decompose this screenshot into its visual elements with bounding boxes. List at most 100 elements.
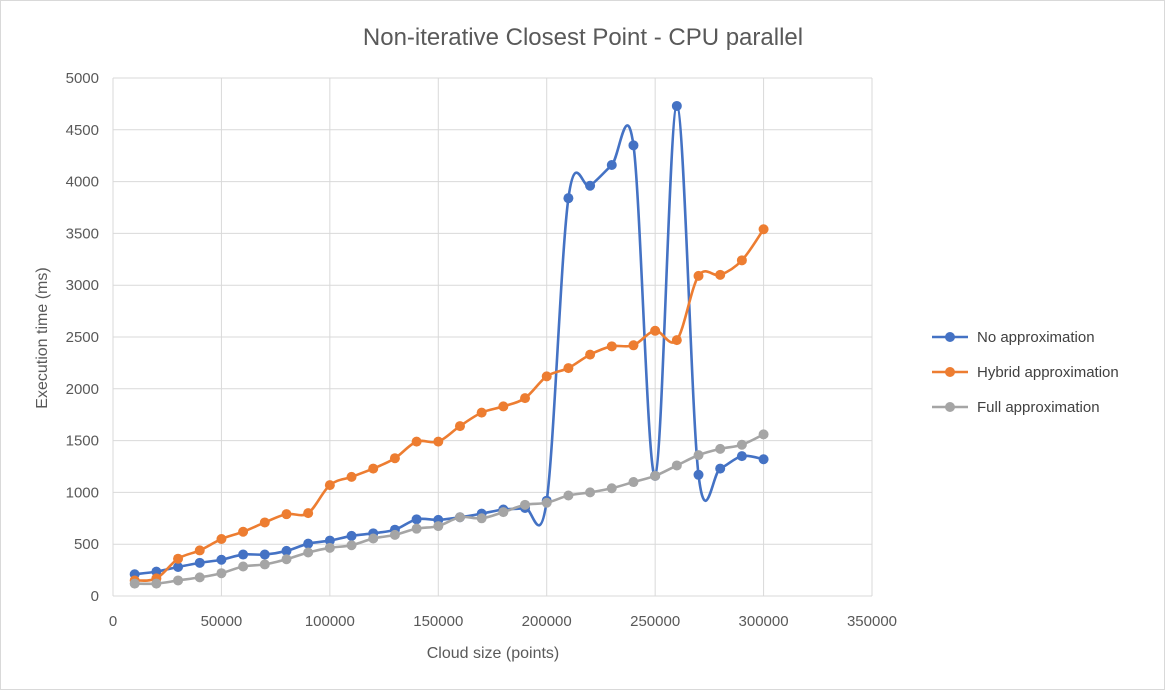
x-axis-ticks: 0 50000 100000 150000 200000 250000 300000 3500… [109, 613, 897, 630]
x-tick-label: 200000 [522, 613, 572, 630]
y-tick-label: 1000 [66, 484, 99, 501]
data-point [194, 557, 205, 568]
y-axis-label: Execution time (ms) [34, 267, 51, 408]
legend: No approximation Hybrid approximation Full… [932, 329, 1119, 416]
data-point [281, 509, 292, 520]
data-point [476, 407, 487, 418]
data-point [541, 371, 552, 382]
y-tick-label: 4000 [66, 174, 99, 191]
data-point [324, 480, 335, 491]
data-point [693, 469, 704, 480]
data-point [563, 363, 574, 374]
x-tick-label: 50000 [201, 613, 243, 630]
y-tick-label: 2000 [66, 381, 99, 398]
legend-label: Full approximation [977, 399, 1100, 416]
series-group [129, 100, 769, 589]
data-point [736, 255, 747, 266]
legend-item: Hybrid approximation [932, 364, 1119, 381]
y-tick-label: 2500 [66, 329, 99, 346]
data-point [758, 429, 769, 440]
data-point [303, 547, 314, 558]
x-axis-label: Cloud size (points) [427, 645, 560, 662]
data-point [758, 454, 769, 465]
data-point [173, 553, 184, 564]
data-point [411, 436, 422, 447]
y-tick-label: 3500 [66, 225, 99, 242]
data-point [281, 554, 292, 565]
data-point [259, 517, 270, 528]
y-tick-label: 5000 [66, 70, 99, 87]
x-tick-label: 100000 [305, 613, 355, 630]
data-point [563, 193, 574, 204]
data-point [476, 513, 487, 524]
data-point [520, 499, 531, 510]
data-point [346, 530, 357, 541]
data-point [454, 421, 465, 432]
data-point [606, 160, 617, 171]
data-point [411, 523, 422, 534]
data-point [368, 533, 379, 544]
data-point [368, 463, 379, 474]
legend-marker [945, 402, 955, 412]
data-point [129, 578, 140, 589]
legend-item: Full approximation [932, 399, 1100, 416]
data-point [693, 270, 704, 281]
data-point [173, 561, 184, 572]
x-tick-label: 250000 [630, 613, 680, 630]
y-tick-label: 500 [74, 536, 99, 553]
legend-label: No approximation [977, 329, 1095, 346]
data-point [303, 508, 314, 519]
legend-item: No approximation [932, 329, 1095, 346]
series-line [134, 433, 765, 586]
data-point [715, 463, 726, 474]
data-point [194, 545, 205, 556]
data-point [563, 490, 574, 501]
data-point [303, 538, 314, 549]
data-point [671, 100, 682, 111]
data-point [628, 340, 639, 351]
data-point [585, 349, 596, 360]
data-point [411, 514, 422, 525]
data-point [454, 512, 465, 523]
data-point [216, 534, 227, 545]
data-point [671, 335, 682, 346]
y-tick-label: 4500 [66, 122, 99, 139]
data-point [281, 545, 292, 556]
data-point [498, 401, 509, 412]
data-point [715, 443, 726, 454]
chart-title: Non-iterative Closest Point - CPU parall… [363, 24, 803, 51]
x-tick-label: 0 [109, 613, 117, 630]
data-point [389, 529, 400, 540]
data-point [389, 453, 400, 464]
data-point [498, 507, 509, 518]
data-point [433, 436, 444, 447]
data-point [346, 471, 357, 482]
y-axis-ticks: 0 500 1000 1500 2000 2500 3000 3500 4000 4500 5000 [66, 70, 99, 605]
data-point [693, 450, 704, 461]
data-point [606, 483, 617, 494]
data-point [324, 535, 335, 546]
x-tick-label: 300000 [739, 613, 789, 630]
data-point [194, 572, 205, 583]
data-point [715, 269, 726, 280]
data-point [541, 497, 552, 508]
y-tick-label: 3000 [66, 277, 99, 294]
data-point [216, 554, 227, 565]
data-point [758, 224, 769, 235]
series-line [134, 228, 765, 582]
series-full-approximation [129, 429, 769, 589]
x-tick-label: 150000 [413, 613, 463, 630]
data-point [173, 575, 184, 586]
data-point [238, 561, 249, 572]
series-hybrid-approximation [129, 224, 769, 586]
data-point [259, 549, 270, 560]
data-point [238, 549, 249, 560]
data-point [736, 439, 747, 450]
data-point [671, 460, 682, 471]
data-point [736, 451, 747, 462]
x-tick-label: 350000 [847, 613, 897, 630]
data-point [238, 526, 249, 537]
legend-marker [945, 367, 955, 377]
